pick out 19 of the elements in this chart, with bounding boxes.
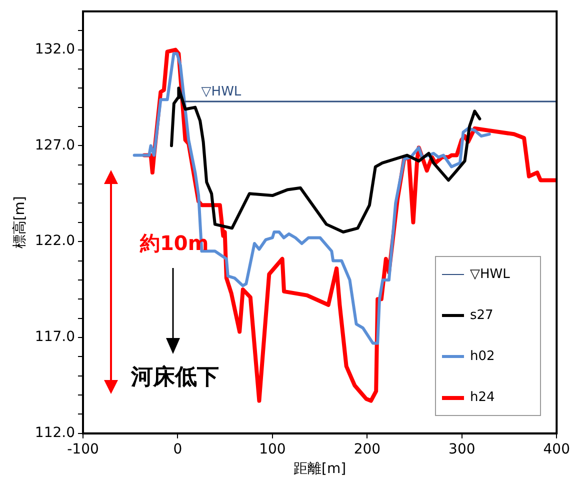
y-axis-title: 標高[m] xyxy=(12,196,28,249)
x-tick-label: 300 xyxy=(448,441,476,458)
legend-label: h24 xyxy=(470,390,495,405)
text: ▽HWL xyxy=(201,84,242,100)
x-tick-label: 0 xyxy=(173,441,182,458)
x-tick-label: -100 xyxy=(67,441,99,458)
x-tick-label: 100 xyxy=(259,441,286,458)
y-tick-label: 132.0 xyxy=(34,41,75,58)
y-tick-label: 112.0 xyxy=(34,425,75,442)
x-tick-label: 400 xyxy=(543,441,570,458)
x-axis-title: 距離[m] xyxy=(294,461,346,478)
legend-label: h02 xyxy=(470,349,495,364)
y-tick-label: 127.0 xyxy=(34,137,75,154)
y-tick-label: 117.0 xyxy=(34,329,75,346)
legend-label: s27 xyxy=(470,308,494,323)
y-tick-label: 122.0 xyxy=(34,233,75,250)
annotation: 河床低下 xyxy=(131,364,219,392)
legend-label: ▽HWL xyxy=(470,267,510,282)
x-tick-label: 200 xyxy=(354,441,381,458)
